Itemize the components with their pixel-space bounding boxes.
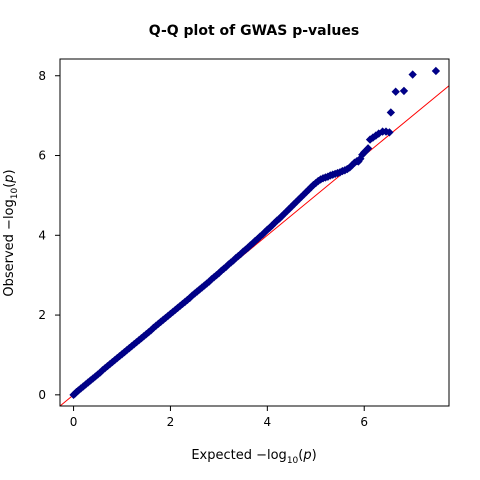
data-point (386, 108, 396, 117)
x-axis: 0 2 4 6 (70, 406, 368, 429)
x-tick-label: 2 (167, 415, 175, 429)
y-tick-label: 4 (38, 228, 46, 242)
x-axis-label: Expected −log10(p) (191, 448, 316, 466)
y-tick-label: 2 (38, 308, 46, 322)
data-point (408, 70, 417, 79)
y-axis-label: Observed −log10(p) (2, 169, 20, 296)
x-tick-label: 4 (264, 415, 272, 429)
y-axis: 0 2 4 6 8 (38, 69, 60, 402)
x-tick-label: 0 (70, 415, 78, 429)
plot-area (59, 58, 450, 407)
x-tick-label: 6 (360, 415, 368, 429)
y-tick-label: 6 (38, 149, 46, 163)
y-tick-label: 0 (38, 388, 46, 402)
y-tick-label: 8 (38, 69, 46, 83)
data-point (391, 87, 400, 96)
plot-frame (59, 58, 450, 407)
data-point (399, 86, 409, 96)
data-point (363, 144, 373, 153)
chart-title: Q-Q plot of GWAS p-values (149, 23, 359, 39)
data-point (385, 128, 394, 137)
data-point (431, 66, 441, 76)
